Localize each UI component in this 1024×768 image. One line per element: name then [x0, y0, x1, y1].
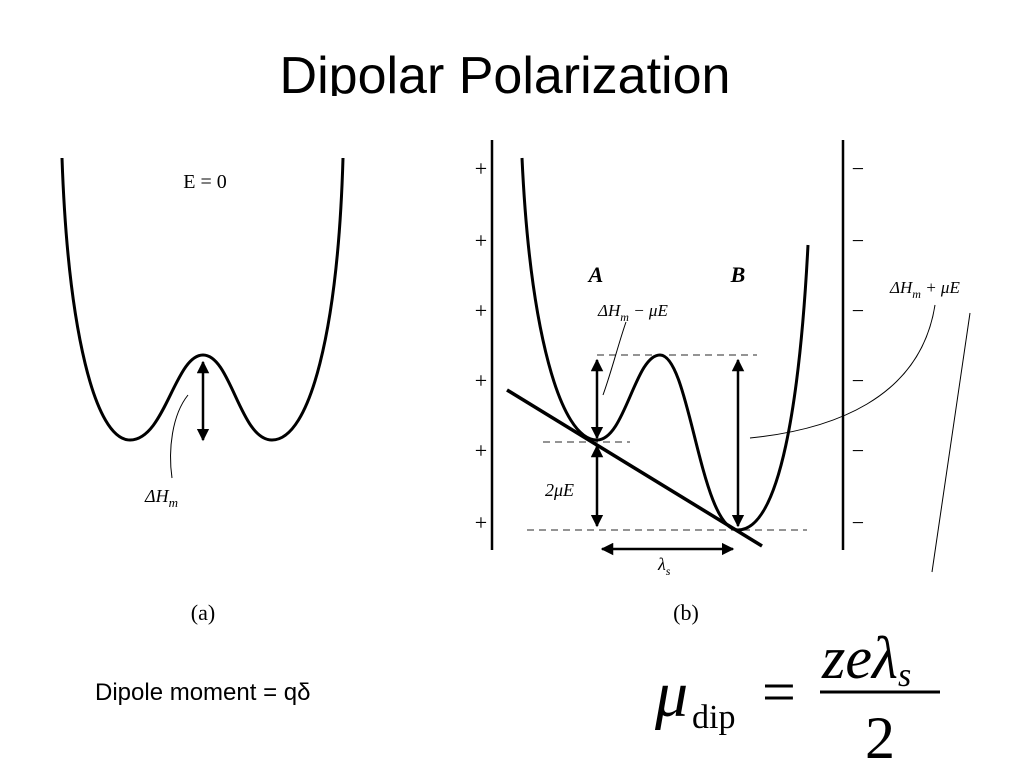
potential-curve: [520, 157, 810, 532]
plate-signs: − − − − − −: [852, 156, 864, 535]
distance-label: λs: [657, 554, 671, 578]
leader-line: [170, 394, 189, 479]
plate-sign: −: [852, 510, 864, 535]
plate-sign: +: [475, 298, 487, 323]
leader-line: [602, 321, 627, 396]
energy-label: ΔHm + μE: [889, 278, 960, 301]
well-label: B: [730, 262, 746, 287]
potential-curve: [60, 157, 345, 442]
dipole-text: Dipole moment = qδ: [95, 679, 310, 706]
plate-sign: +: [475, 510, 487, 535]
plate-sign: −: [852, 368, 864, 393]
barrier-label: ΔHm: [144, 486, 178, 510]
plate-sign: +: [475, 438, 487, 463]
well-label: A: [587, 262, 604, 287]
caption: (a): [191, 600, 215, 625]
formula-denominator: 2: [865, 705, 895, 768]
plate-sign: −: [852, 298, 864, 323]
formula-subscript: dip: [692, 699, 735, 736]
plate-sign: +: [475, 228, 487, 253]
plate-signs: + + + + + +: [475, 156, 487, 535]
formula-equals: =: [762, 659, 796, 725]
energy-label: ΔHm − μE: [597, 301, 668, 324]
field-label: E = 0: [183, 171, 227, 193]
slide-title: Dipolar Polarization: [280, 47, 731, 105]
plate-sign: +: [475, 156, 487, 181]
leader-line: [749, 304, 936, 439]
plate-sign: −: [852, 228, 864, 253]
pointer-line: [931, 312, 971, 573]
plate-sign: +: [475, 368, 487, 393]
energy-label: 2μE: [545, 480, 574, 500]
formula-symbol: μ: [654, 658, 688, 731]
formula-numerator: zeλs: [821, 625, 911, 694]
plate-sign: −: [852, 156, 864, 181]
field-line: [506, 388, 763, 548]
plate-sign: −: [852, 438, 864, 463]
caption: (b): [673, 600, 699, 625]
